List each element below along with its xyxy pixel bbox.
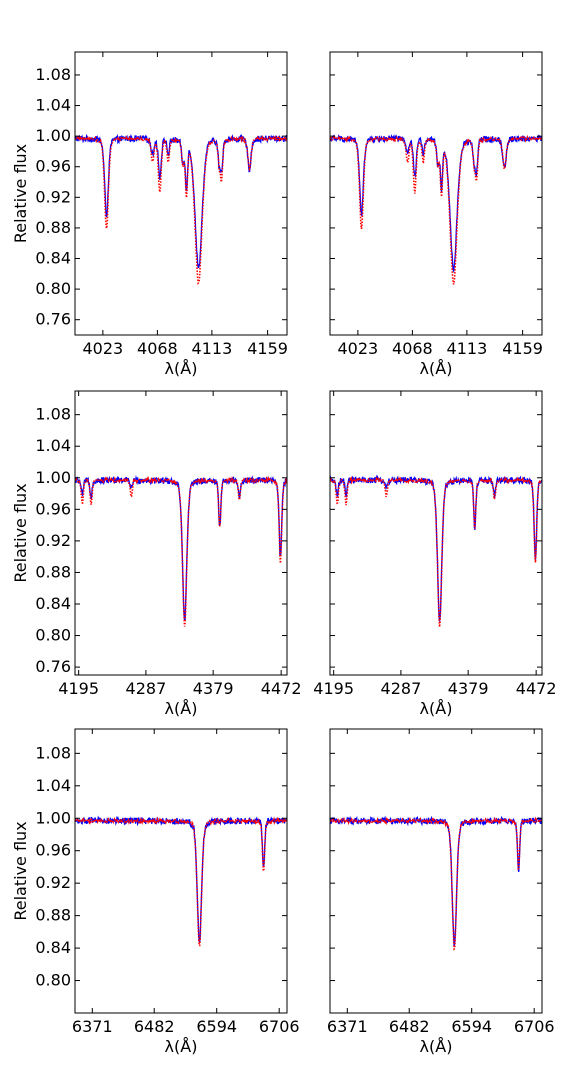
panel-frame [74,390,288,676]
y-tick-label: 0.76 [35,310,71,329]
observed-spectrum-line [75,815,287,943]
x-axis-label: λ(Å) [420,359,453,378]
spectrum-panel-3-2: 6371 6482 6594 6706 λ(Å) [327,728,555,1056]
x-tick-label: 6706 [514,1017,555,1036]
spectrum-panel-1-2: 4023 4068 4113 4159 λ(Å) [329,51,543,378]
x-tick-label: 4287 [126,679,167,698]
x-tick-label: 4195 [313,679,354,698]
y-tick-label: 1.04 [35,776,71,795]
y-tick-label: 1.08 [35,743,71,762]
spectrum-panel-2-1: 4195 4287 4379 4472 0.76 0.80 0.84 0.88 0.92 0.96… [11,390,302,718]
x-axis-label: λ(Å) [165,1037,198,1056]
y-tick-label: 0.80 [35,971,71,990]
y-tick-label: 0.76 [35,657,71,676]
spectrum-panel-2-2: 4195 4287 4379 4472 λ(Å) [313,390,557,718]
panel-frame [329,51,543,336]
y-tick-label: 0.92 [35,187,71,206]
model-spectrum-line [75,816,287,947]
y-tick-label: 0.80 [35,279,71,298]
x-tick-label: 4068 [137,339,178,358]
x-tick-label: 4023 [83,339,124,358]
x-tick-label: 4159 [247,339,288,358]
y-tick-label: 0.92 [35,531,71,550]
x-axis-label: λ(Å) [420,699,453,718]
x-tick-label: 4472 [516,679,557,698]
y-tick-label: 1.00 [35,468,71,487]
x-tick-label: 4113 [447,339,488,358]
model-spectrum-line [330,475,542,628]
spectrum-panel-1-1: 4023 4068 4113 4159 0.76 0.80 0.84 0.88 0.92 0.96… [11,51,288,378]
x-tick-label: 4379 [448,679,489,698]
x-tick-label: 6482 [389,1017,430,1036]
x-tick-label: 6482 [134,1017,175,1036]
panel-frame [74,51,288,336]
y-tick-label: 0.84 [35,594,71,613]
y-tick-label: 1.08 [35,65,71,84]
model-spectrum-line [75,475,287,627]
x-tick-label: 4023 [338,339,379,358]
y-tick-label: 1.04 [35,436,71,455]
x-tick-label: 4159 [502,339,543,358]
x-tick-label: 4472 [261,679,302,698]
x-tick-label: 6371 [327,1017,368,1036]
panel-frame [329,390,543,676]
y-tick-label: 0.96 [35,841,71,860]
y-tick-label: 0.92 [35,873,71,892]
y-tick-label: 0.96 [35,499,71,518]
x-tick-label: 4379 [193,679,234,698]
panel-frame [74,728,288,1014]
y-tick-label: 1.08 [35,405,71,424]
x-axis-label: λ(Å) [165,359,198,378]
panel-frame [329,728,543,1014]
observed-spectrum-line [330,474,542,622]
x-tick-label: 4195 [58,679,99,698]
x-axis-label: λ(Å) [165,699,198,718]
x-tick-label: 6706 [259,1017,300,1036]
y-tick-label: 0.88 [35,218,71,237]
y-tick-label: 1.00 [35,808,71,827]
y-tick-label: 1.00 [35,126,71,145]
observed-spectrum-line [330,815,542,947]
y-tick-label: 0.84 [35,938,71,957]
x-axis-label: λ(Å) [420,1037,453,1056]
spectrum-panel-3-1: 6371 6482 6594 6706 0.80 0.84 0.88 0.92 0.96 1.00… [11,728,300,1056]
y-axis-label: Relative flux [11,144,30,243]
y-tick-label: 1.04 [35,96,71,115]
x-tick-label: 4113 [192,339,233,358]
y-axis-label: Relative flux [11,483,30,582]
y-axis-label: Relative flux [11,821,30,920]
model-spectrum-line [330,816,542,951]
x-tick-label: 6594 [451,1017,492,1036]
y-tick-label: 0.88 [35,906,71,925]
x-tick-label: 6594 [196,1017,237,1036]
y-tick-label: 0.96 [35,157,71,176]
y-tick-label: 0.80 [35,626,71,645]
y-tick-label: 0.88 [35,562,71,581]
x-tick-label: 4068 [392,339,433,358]
x-tick-label: 4287 [381,679,422,698]
observed-spectrum-line [75,475,287,621]
y-tick-label: 0.84 [35,249,71,268]
model-spectrum-line [330,134,542,285]
x-tick-label: 6371 [72,1017,113,1036]
